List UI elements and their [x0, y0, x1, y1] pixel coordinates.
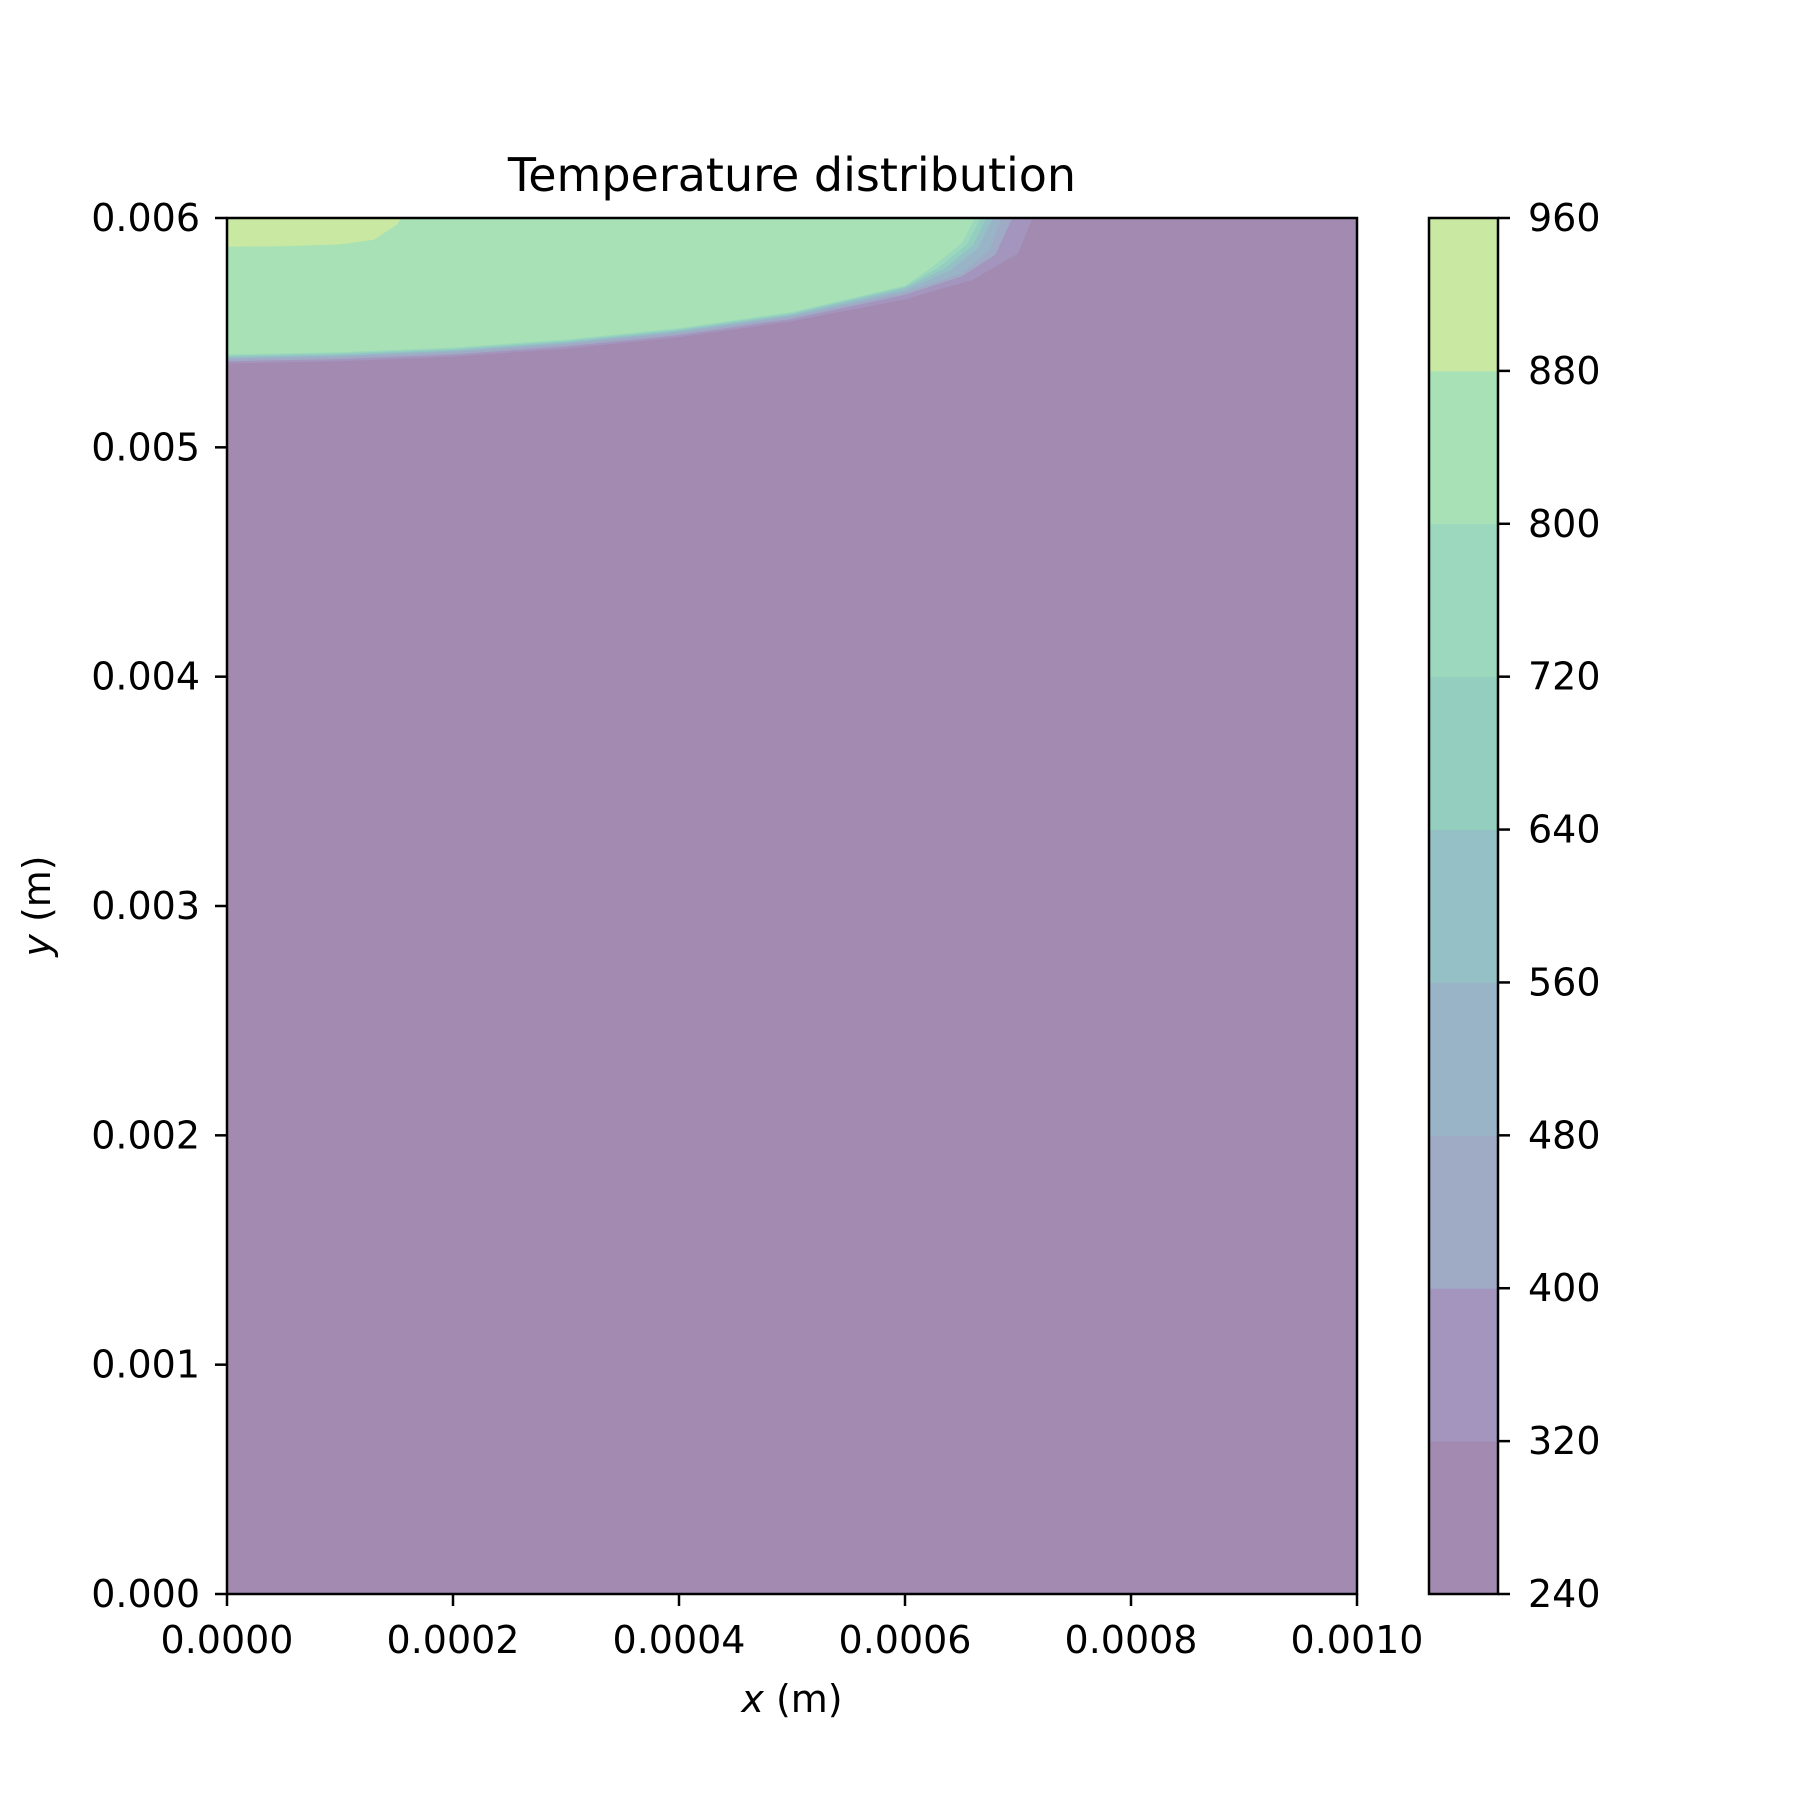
contour-band-240-320	[227, 218, 1357, 1594]
x-tick-label: 0.0010	[1291, 1618, 1424, 1662]
colorbar-band-240-320	[1429, 1441, 1498, 1595]
x-axis-label-unit: (m)	[764, 1677, 843, 1721]
x-tick-label: 0.0006	[839, 1618, 972, 1662]
y-axis-label-unit: (m)	[15, 855, 59, 934]
y-axis-label: y (m)	[15, 855, 59, 957]
x-tick-label: 0.0002	[387, 1618, 520, 1662]
contour-region-above-800	[227, 218, 976, 355]
x-tick-label: 0.0000	[161, 1618, 294, 1662]
colorbar-frame	[1427, 216, 1500, 1596]
colorbar-tick-label: 640	[1528, 808, 1601, 852]
y-tick-label: 0.001	[91, 1343, 200, 1387]
colorbar-tick-label: 320	[1528, 1419, 1601, 1463]
x-tick-label: 0.0004	[613, 1618, 746, 1662]
y-tick-label: 0.005	[91, 425, 200, 469]
x-axis: 0.0000 0.0002 0.0004 0.0006 0.0008 0.0010	[161, 1594, 1424, 1662]
colorbar-band-400-480	[1429, 1135, 1498, 1289]
colorbar-tick-label: 240	[1528, 1572, 1601, 1616]
colorbar-tick-label: 560	[1528, 960, 1601, 1004]
colorbar-band-480-560	[1429, 982, 1498, 1136]
colorbar-bands	[1429, 218, 1498, 1595]
y-tick-label: 0.006	[91, 196, 200, 240]
colorbar-tick-label: 800	[1528, 502, 1601, 546]
contour-region-above-880	[227, 218, 403, 247]
colorbar: 240 320 400 480 560 640 720 800 880 960	[1427, 196, 1601, 1616]
colorbar-tick-label: 960	[1528, 196, 1601, 240]
colorbar-band-720-800	[1429, 523, 1498, 678]
colorbar-ticks: 240 320 400 480 560 640 720 800 880 960	[1498, 196, 1601, 1616]
x-tick-label: 0.0008	[1065, 1618, 1198, 1662]
plot-area	[225, 216, 1359, 1596]
chart-title: Temperature distribution	[507, 148, 1076, 202]
colorbar-tick-label: 400	[1528, 1266, 1601, 1310]
colorbar-band-320-400	[1429, 1288, 1498, 1442]
colorbar-band-800-880	[1429, 370, 1498, 525]
colorbar-band-560-640	[1429, 829, 1498, 983]
colorbar-tick-label: 880	[1528, 349, 1601, 393]
y-tick-label: 0.003	[91, 884, 200, 928]
y-tick-label: 0.004	[91, 655, 200, 699]
x-axis-label: x (m)	[740, 1677, 842, 1721]
colorbar-tick-label: 480	[1528, 1113, 1601, 1157]
y-axis: 0.000 0.001 0.002 0.003 0.004 0.005 0.006	[91, 196, 227, 1616]
colorbar-tick-label: 720	[1528, 655, 1601, 699]
y-tick-label: 0.002	[91, 1113, 200, 1157]
x-axis-label-variable: x	[740, 1677, 764, 1721]
contour-fill-layers	[227, 218, 1357, 1594]
colorbar-band-880-960	[1429, 218, 1498, 372]
y-tick-label: 0.000	[91, 1572, 200, 1616]
y-axis-label-variable: y	[15, 934, 59, 958]
colorbar-band-640-720	[1429, 676, 1498, 831]
